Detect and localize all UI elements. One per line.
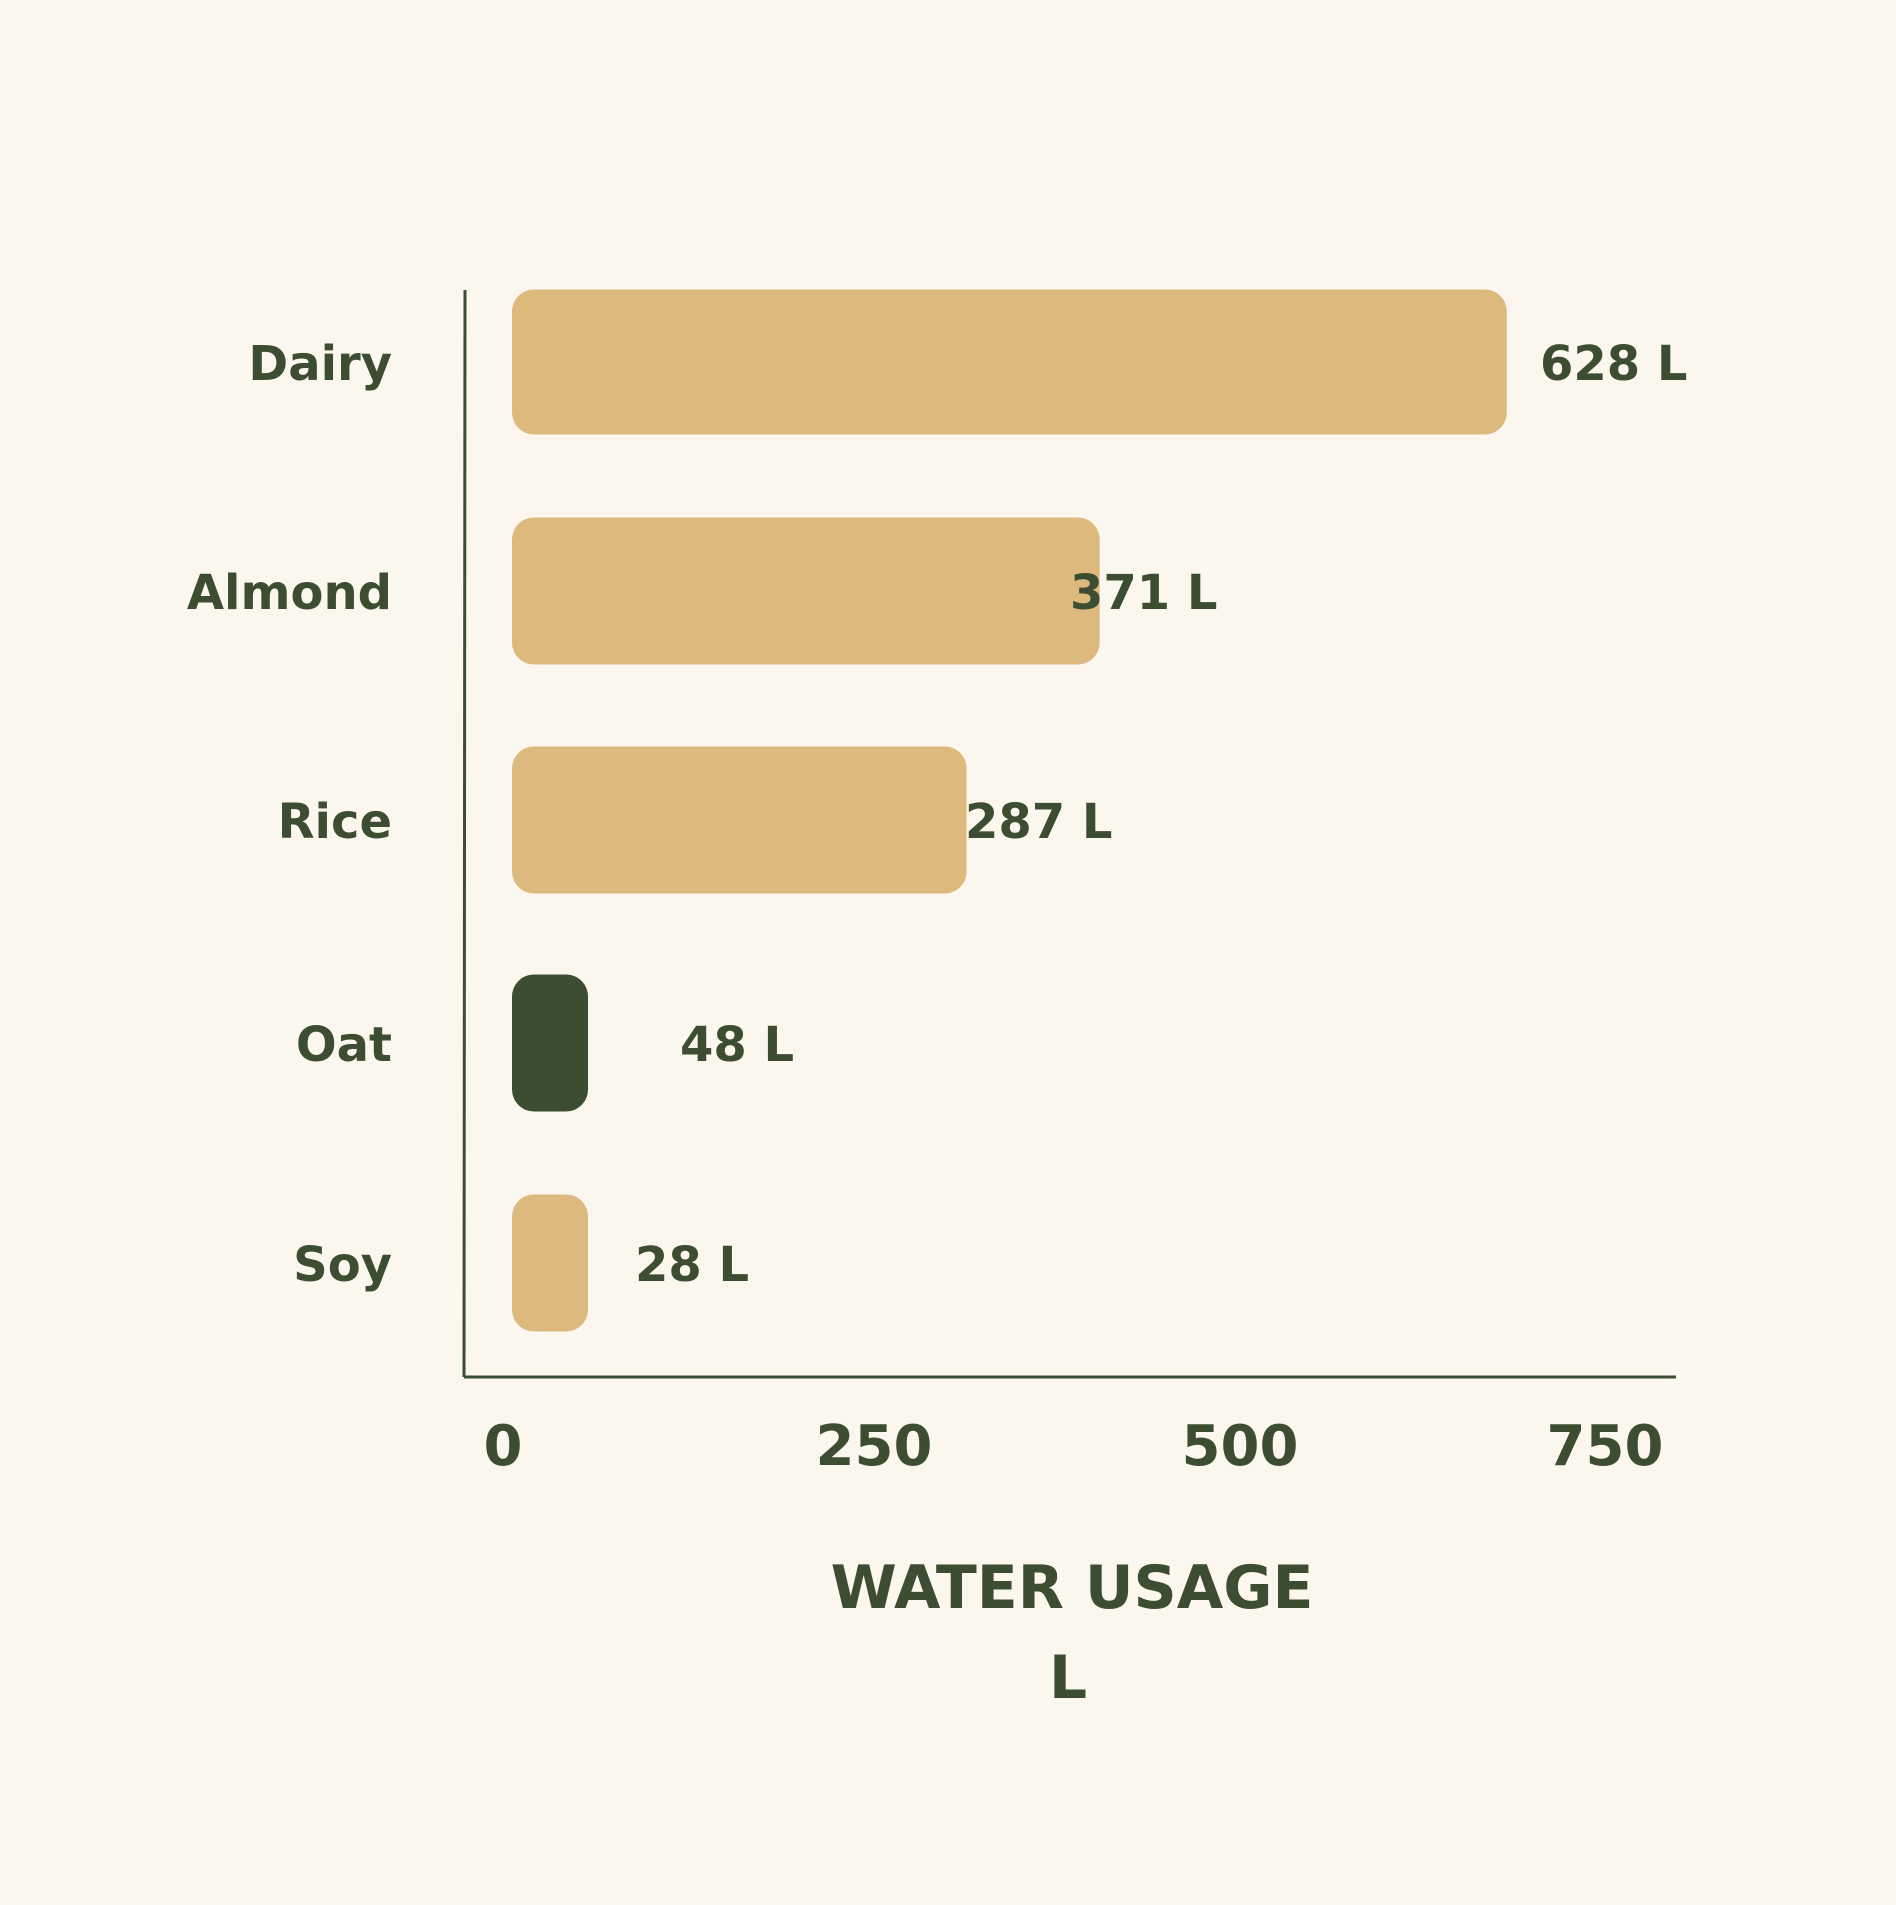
category-label-rice: Rice	[278, 794, 392, 850]
bar-soy	[512, 1194, 588, 1332]
bar-oat	[512, 974, 589, 1112]
category-label-oat: Oat	[296, 1017, 392, 1073]
x-axis-title: WATER USAGE	[831, 1553, 1314, 1623]
value-label-oat: 48 L	[680, 1017, 794, 1073]
bar-rice	[512, 746, 967, 894]
bar-dairy	[512, 289, 1507, 435]
category-label-soy: Soy	[293, 1237, 392, 1293]
value-label-dairy: 628 L	[1540, 336, 1688, 392]
x-axis-unit: L	[1049, 1643, 1087, 1713]
bars	[512, 289, 1507, 1332]
x-tick-label-500: 500	[1182, 1414, 1299, 1479]
x-tick-label-0: 0	[484, 1414, 523, 1479]
y-axis-line	[462, 289, 467, 1378]
category-label-almond: Almond	[187, 565, 392, 621]
x-tick-label-250: 250	[816, 1414, 933, 1479]
bar-almond	[512, 517, 1100, 665]
x-tick-label-750: 750	[1547, 1414, 1664, 1479]
value-label-soy: 28 L	[635, 1237, 749, 1293]
category-label-dairy: Dairy	[248, 336, 392, 392]
labels: Dairy 628 L Almond 371 L Rice 287 L Oat 48 L Soy…	[187, 336, 1688, 1479]
value-label-rice: 287 L	[965, 794, 1113, 850]
value-label-almond: 371 L	[1070, 565, 1218, 621]
